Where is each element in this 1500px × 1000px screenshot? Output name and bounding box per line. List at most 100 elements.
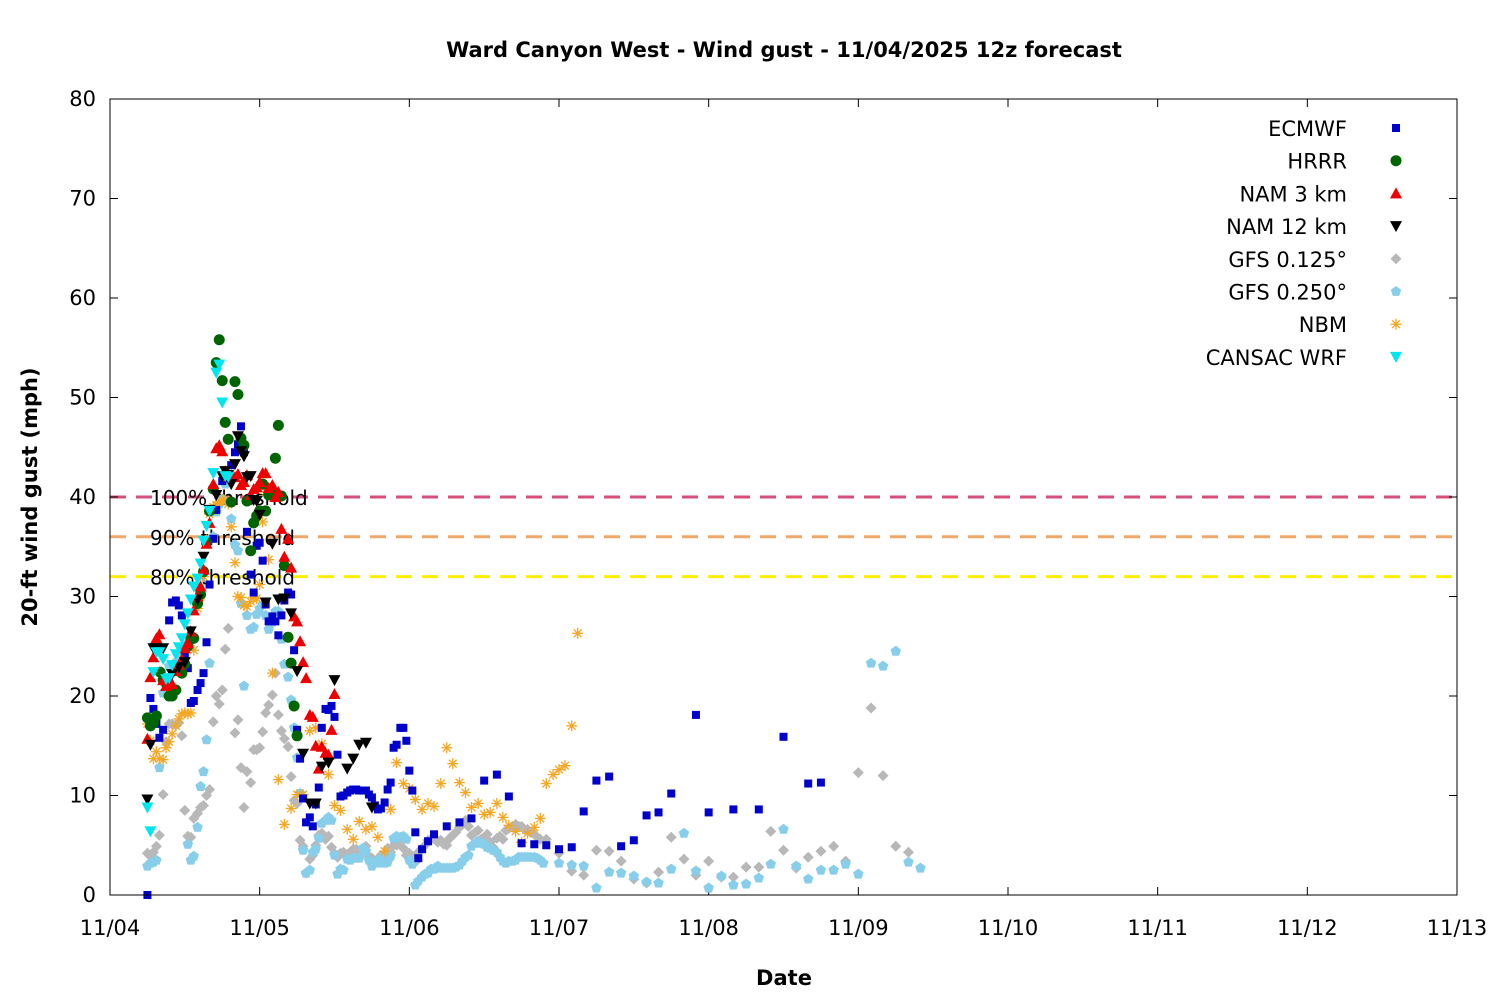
data-point xyxy=(172,662,185,674)
data-point xyxy=(182,838,194,849)
data-point xyxy=(305,813,314,822)
data-point xyxy=(667,789,676,798)
data-point xyxy=(392,740,401,749)
data-point xyxy=(259,597,272,609)
data-point xyxy=(534,812,546,824)
data-point xyxy=(313,832,324,843)
data-point xyxy=(728,879,739,890)
data-point xyxy=(155,733,164,742)
data-point xyxy=(430,830,439,839)
data-point xyxy=(233,440,242,449)
data-point xyxy=(779,732,788,741)
y-tick-label: 50 xyxy=(69,386,96,410)
x-tick-label: 11/13 xyxy=(1427,916,1488,940)
data-point xyxy=(153,829,165,841)
data-point xyxy=(297,844,309,855)
data-point xyxy=(628,870,640,881)
data-point xyxy=(323,830,335,842)
legend-label: ECMWF xyxy=(1268,117,1347,141)
data-point xyxy=(665,831,677,843)
data-point xyxy=(278,818,290,830)
data-point xyxy=(517,839,526,848)
data-point xyxy=(360,845,372,856)
data-point xyxy=(385,850,396,861)
data-point xyxy=(245,777,257,789)
data-point xyxy=(334,804,346,816)
data-point xyxy=(184,626,197,638)
data-point xyxy=(504,792,513,801)
data-point xyxy=(322,757,335,769)
data-point xyxy=(254,742,266,754)
x-tick-label: 11/04 xyxy=(80,916,141,940)
data-point xyxy=(282,741,294,753)
data-point xyxy=(179,804,191,816)
data-point xyxy=(216,684,228,696)
data-point xyxy=(285,771,297,783)
data-point xyxy=(177,611,186,620)
data-point xyxy=(274,631,283,640)
data-point xyxy=(171,596,180,605)
data-point xyxy=(341,763,354,775)
data-point xyxy=(754,805,763,814)
data-point xyxy=(853,868,864,879)
legend-label: NAM 3 km xyxy=(1239,182,1347,206)
data-point xyxy=(329,849,340,860)
data-point xyxy=(678,853,690,865)
data-point xyxy=(865,702,877,714)
data-point xyxy=(791,860,802,871)
data-point xyxy=(291,730,303,742)
x-tick-label: 11/05 xyxy=(229,916,290,940)
data-point xyxy=(815,864,827,875)
data-point xyxy=(353,739,366,751)
data-point xyxy=(317,723,326,732)
data-point xyxy=(144,826,157,838)
data-point xyxy=(259,467,272,479)
data-point xyxy=(166,728,178,740)
data-point xyxy=(414,854,423,863)
data-point xyxy=(229,557,241,569)
data-point xyxy=(230,448,239,457)
data-point xyxy=(246,570,255,579)
data-point xyxy=(903,856,914,867)
data-point xyxy=(225,496,237,508)
data-point xyxy=(472,797,484,809)
data-point xyxy=(255,538,264,547)
data-point xyxy=(193,686,202,695)
data-point xyxy=(278,550,291,562)
data-point xyxy=(617,842,626,851)
x-tick-label: 11/07 xyxy=(529,916,590,940)
data-point xyxy=(865,657,877,668)
data-point xyxy=(615,867,627,878)
data-point xyxy=(716,870,727,881)
data-point xyxy=(178,657,191,669)
data-point xyxy=(852,767,864,779)
data-point xyxy=(753,872,764,883)
data-point xyxy=(778,844,789,856)
data-point xyxy=(151,854,162,865)
data-point xyxy=(579,807,588,816)
data-point xyxy=(391,757,403,769)
data-point xyxy=(291,615,304,627)
data-point xyxy=(441,742,453,754)
data-point xyxy=(216,375,228,387)
data-point xyxy=(266,667,278,679)
data-point xyxy=(347,753,360,765)
data-point xyxy=(542,841,551,850)
data-point xyxy=(213,359,226,371)
x-tick-label: 11/12 xyxy=(1277,916,1338,940)
legend-label: HRRR xyxy=(1287,150,1347,174)
data-point xyxy=(163,673,176,685)
series-hrrr xyxy=(141,334,303,742)
data-point xyxy=(232,545,244,556)
data-point xyxy=(293,725,302,734)
data-point xyxy=(202,638,211,647)
data-point xyxy=(263,699,275,711)
data-point xyxy=(241,609,253,620)
legend-label: GFS 0.125° xyxy=(1228,248,1347,272)
data-point xyxy=(241,766,253,778)
data-point xyxy=(287,590,296,599)
data-point xyxy=(365,802,378,814)
data-point xyxy=(302,818,311,827)
data-point xyxy=(282,631,294,643)
data-point xyxy=(578,869,590,881)
